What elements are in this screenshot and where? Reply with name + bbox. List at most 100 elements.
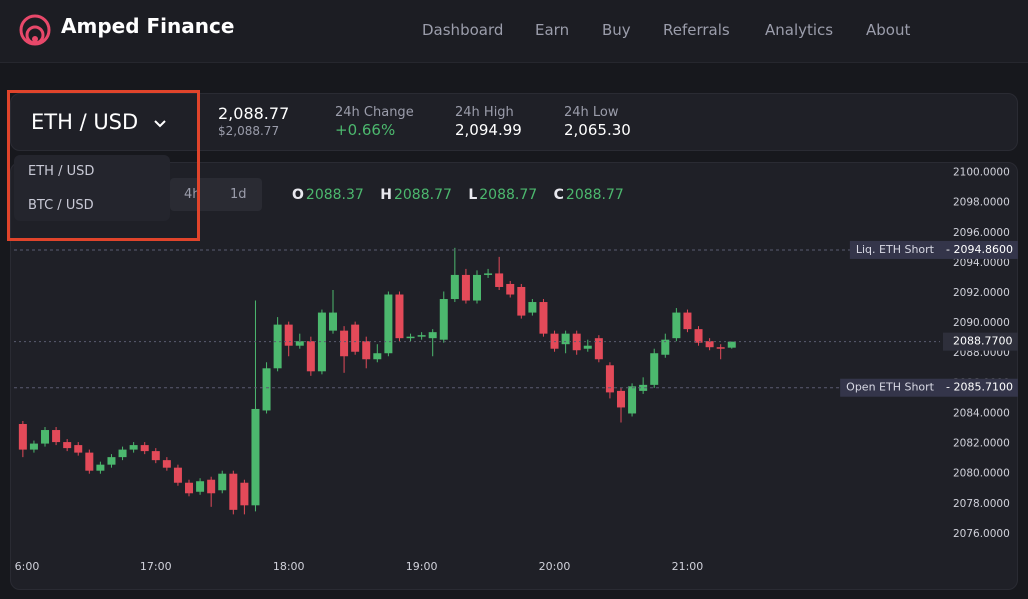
candle-body: [140, 445, 149, 452]
candle-body: [572, 333, 581, 351]
candle-body: [295, 341, 304, 346]
candle-body: [672, 312, 681, 339]
nav-link[interactable]: Referrals: [663, 21, 730, 39]
pair: ETH / USD: [31, 110, 139, 134]
candle-body: [273, 324, 282, 369]
x-tick-label: 19:00: [406, 560, 438, 573]
price-line-value: - 2085.7100: [946, 381, 1013, 394]
candle-body: [218, 473, 227, 491]
candle-body: [439, 299, 448, 340]
candle-body: [41, 430, 50, 444]
candle-body: [650, 353, 659, 385]
stat-label: 24h Low: [564, 105, 619, 120]
stat-label: 24h High: [455, 105, 514, 120]
y-tick-label: 2076.0000: [953, 528, 1010, 540]
y-tick-label: 2080.0000: [953, 468, 1010, 480]
candle-body: [52, 430, 61, 443]
current-price-label: 2088.7700: [953, 335, 1013, 348]
stat-value: 2,065.30: [564, 121, 631, 139]
candle-body: [495, 273, 504, 287]
candle-body: [428, 332, 437, 339]
candle-body: [450, 274, 459, 300]
nav-link[interactable]: Analytics: [765, 21, 834, 39]
y-tick-label: 2098.0000: [953, 197, 1010, 209]
logo-icon: [19, 14, 51, 46]
candle-body: [229, 473, 238, 510]
candle-body: [306, 341, 315, 372]
candle-body: [173, 467, 182, 483]
nav-link[interactable]: About: [866, 21, 911, 39]
candle-body: [384, 294, 393, 354]
candle-body: [284, 324, 293, 346]
y-tick-label: 2092.0000: [953, 287, 1010, 299]
candle-body: [85, 452, 94, 471]
candle-body: [207, 479, 216, 494]
x-tick-label: 6:00: [15, 560, 40, 573]
candle-body: [605, 365, 614, 393]
stat-value: +0.66%: [335, 121, 396, 139]
highlight-box: [7, 90, 200, 241]
pair-selector[interactable]: ETH / USD: [31, 110, 167, 134]
candle-body: [594, 338, 603, 360]
dropdown-option[interactable]: ETH / USD: [28, 164, 95, 179]
candle-body: [317, 312, 326, 372]
y-tick-label: 2082.0000: [953, 438, 1010, 450]
price-line-name: Liq. ETH Short: [856, 243, 935, 256]
y-tick-label: 2084.0000: [953, 407, 1010, 419]
candle-body: [240, 482, 249, 506]
candle-body: [129, 445, 138, 450]
x-tick-label: 17:00: [140, 560, 172, 573]
candle-body: [395, 294, 404, 339]
current-price-tag: [943, 332, 1018, 351]
candle-body: [96, 464, 105, 471]
candle-body: [628, 386, 637, 414]
nav-link[interactable]: Earn: [535, 21, 570, 39]
timeframe-button[interactable]: 4h: [184, 187, 201, 202]
y-tick-label: 2100.0000: [953, 167, 1010, 179]
ohlc-legend: O 2088.37 H 2088.77 L 2088.77 C 2088.77: [292, 187, 636, 203]
nav-link[interactable]: Buy: [602, 21, 631, 39]
candle-body: [262, 368, 271, 411]
candle-body: [661, 339, 670, 355]
timeframe-bar: 4h 1d: [170, 178, 262, 211]
stat-label: 24h Change: [335, 105, 414, 120]
candle-body: [63, 442, 72, 449]
price-line-name: Open ETH Short: [846, 381, 935, 394]
price: 2,088.77: [218, 104, 290, 123]
price-line-value: - 2094.8600: [946, 243, 1013, 256]
ohlc-key: H: [380, 187, 392, 203]
candle-body: [461, 274, 470, 301]
x-tick-label: 18:00: [273, 560, 305, 573]
candle-body: [694, 329, 703, 343]
candle-body: [561, 333, 570, 345]
candle-body: [616, 390, 625, 408]
ohlc-value: 2088.77: [393, 187, 452, 203]
ohlc-value: 2088.37: [305, 187, 364, 203]
candle-body: [583, 345, 592, 349]
ohlc-value: 2088.77: [565, 187, 624, 203]
candle-body: [74, 445, 83, 453]
y-tick-label: 2078.0000: [953, 498, 1010, 510]
candle-body: [362, 341, 371, 360]
candle-body: [484, 273, 493, 275]
brand[interactable]: Amped Finance: [61, 14, 235, 38]
dropdown-option[interactable]: BTC / USD: [28, 198, 94, 213]
candle-body: [473, 274, 481, 301]
timeframe-button[interactable]: 1d: [230, 187, 247, 202]
candle-body: [639, 384, 648, 391]
candle-body: [185, 482, 194, 494]
x-tick-label: 20:00: [539, 560, 571, 573]
candle-body: [417, 335, 426, 337]
chart-panel: [10, 162, 1018, 590]
pair-dropdown: ETH / USD BTC / USD: [14, 155, 170, 221]
candle-body: [29, 443, 38, 450]
candle-body: [340, 330, 349, 357]
nav-link[interactable]: Dashboard: [422, 21, 504, 39]
candle-body: [151, 451, 160, 461]
ticker-panel: [10, 93, 1018, 151]
candle-body: [406, 336, 415, 339]
candle-body: [107, 457, 116, 465]
ohlc-key: L: [468, 187, 478, 203]
candle-body: [118, 449, 127, 458]
